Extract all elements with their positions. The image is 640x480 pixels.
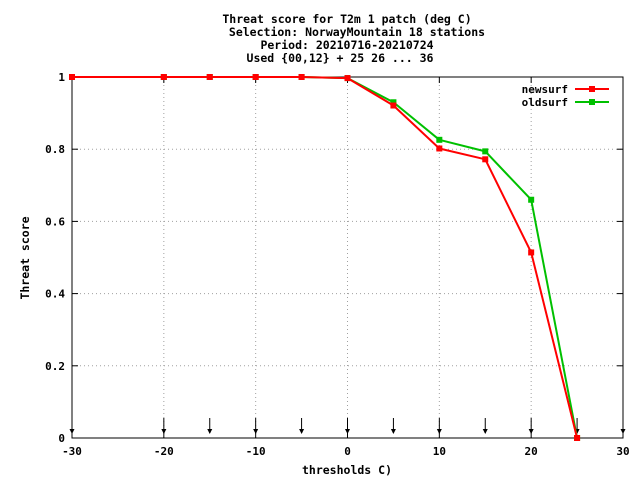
threshold-marker: [299, 418, 305, 434]
threshold-markers: [69, 418, 626, 434]
threshold-marker-head: [390, 429, 396, 434]
threshold-marker: [207, 418, 213, 434]
series: [69, 74, 581, 441]
data-point-newsurf: [436, 145, 443, 152]
threshold-marker: [620, 418, 626, 434]
threshold-marker-head: [436, 429, 442, 434]
threshold-marker: [345, 418, 350, 434]
threshold-marker-head: [207, 429, 213, 434]
legend-label-oldsurf: oldsurf: [522, 96, 568, 109]
grid: [72, 77, 623, 438]
x-tick-label: 20: [525, 445, 538, 458]
threshold-marker-head: [528, 429, 534, 434]
threshold-marker-head: [69, 429, 75, 434]
series-line-newsurf: [72, 76, 579, 439]
threshold-marker: [161, 418, 167, 434]
data-point-oldsurf: [390, 99, 397, 106]
y-tick-label: 0.8: [45, 143, 65, 156]
threshold-marker-head: [620, 429, 626, 434]
y-axis-label: Threat score: [18, 216, 32, 299]
title-line-2: Selection: NorwayMountain 18 stations: [229, 25, 485, 39]
x-axis-label: thresholds C): [302, 463, 392, 477]
data-point-newsurf: [252, 74, 259, 80]
threshold-marker: [390, 418, 396, 434]
y-tick-label: 1: [58, 71, 65, 84]
x-tick-label: -30: [62, 445, 82, 458]
data-point-newsurf: [298, 74, 305, 80]
data-point-oldsurf: [482, 148, 489, 155]
data-point-newsurf: [160, 74, 167, 80]
x-tick-label: -10: [246, 445, 266, 458]
title-line-1: Threat score for T2m 1 patch (deg C): [222, 12, 471, 26]
legend-marker-newsurf: [589, 86, 595, 92]
chart-title: Threat score for T2m 1 patch (deg C) Sel…: [222, 12, 485, 65]
x-tick-label: 30: [616, 445, 629, 458]
y-tick-label: 0.6: [45, 215, 65, 228]
x-tick-label: -20: [154, 445, 174, 458]
legend-marker-oldsurf: [589, 99, 595, 105]
threshold-marker-head: [299, 429, 305, 434]
y-tick-label: 0: [58, 432, 65, 445]
threshold-marker: [253, 418, 259, 434]
x-tick-label: 0: [344, 445, 351, 458]
y-tick-label: 0.2: [45, 360, 65, 373]
threshold-marker: [69, 418, 75, 434]
data-point-newsurf: [574, 435, 581, 441]
series-line-oldsurf: [72, 76, 579, 439]
threshold-marker: [482, 418, 488, 434]
data-point-oldsurf: [436, 136, 443, 143]
data-point-newsurf: [69, 74, 75, 80]
x-tick-label: 10: [433, 445, 446, 458]
data-point-newsurf: [528, 249, 535, 256]
title-line-3: Period: 20210716-20210724: [260, 38, 433, 52]
y-tick-label: 0.4: [45, 288, 65, 301]
threshold-marker-head: [345, 429, 350, 434]
ticks: -30 -20 -10 0 10 20 30 0 0.2 0.4 0.6 0.8 1: [45, 71, 630, 458]
data-point-newsurf: [344, 75, 351, 82]
threshold-marker: [436, 418, 442, 434]
data-point-newsurf: [390, 102, 397, 109]
threshold-marker-head: [482, 429, 488, 434]
data-point-newsurf: [482, 156, 489, 163]
threshold-marker-head: [253, 429, 259, 434]
data-point-oldsurf: [528, 196, 535, 203]
threshold-marker: [528, 418, 534, 434]
legend-label-newsurf: newsurf: [522, 83, 568, 96]
data-point-newsurf: [206, 74, 213, 80]
threshold-marker-head: [161, 429, 167, 434]
legend-item-newsurf: newsurf: [522, 83, 609, 96]
legend-item-oldsurf: oldsurf: [522, 96, 609, 109]
title-line-4: Used {00,12} + 25 26 ... 36: [247, 51, 434, 65]
